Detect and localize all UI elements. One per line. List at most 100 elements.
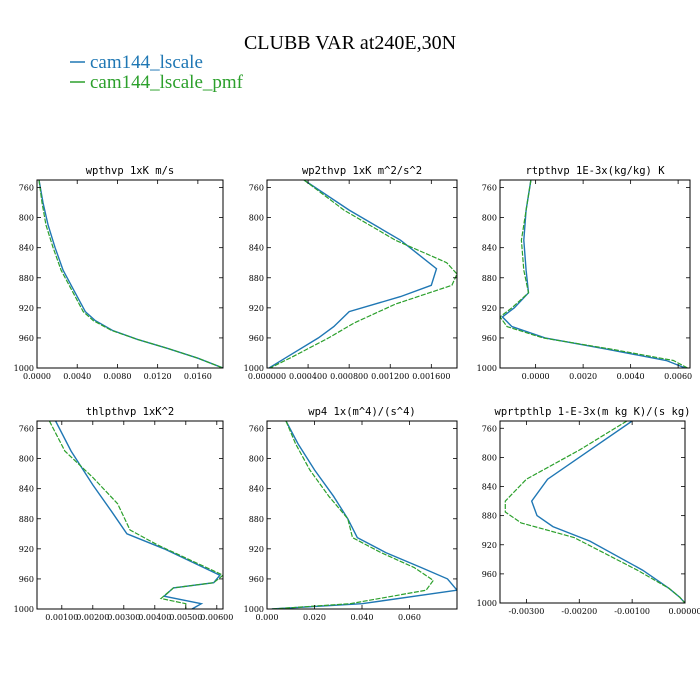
x-tick-label: 0.020 — [303, 613, 326, 622]
x-tick-label: 0.001600 — [412, 372, 450, 381]
series-line-lscale-pmf — [271, 421, 435, 609]
panel-5: wp4 1x(m^4)/(s^4)76080084088092096010000… — [244, 406, 458, 622]
y-tick-label: 840 — [482, 244, 497, 253]
x-tick-label: 0.00600 — [200, 613, 233, 622]
y-tick-label: 960 — [482, 334, 497, 343]
y-tick-label: 840 — [249, 244, 264, 253]
y-tick-label: 800 — [482, 453, 497, 462]
y-tick-label: 960 — [19, 334, 34, 343]
y-tick-label: 880 — [249, 274, 264, 283]
y-tick-label: 840 — [482, 483, 497, 492]
x-tick-label: 0.0040 — [617, 372, 645, 381]
panel-1: wpthvp 1xK m/s76080084088092096010000.00… — [14, 165, 224, 381]
y-tick-label: 1000 — [14, 605, 34, 614]
series-line-lscale-pmf — [269, 180, 457, 368]
y-tick-label: 1000 — [477, 364, 497, 373]
x-tick-label: -0.00200 — [561, 607, 597, 616]
panel-6: wprtpthlp 1-E-3x(m kg K)/(s kg) 760 800 840… — [477, 406, 700, 616]
x-tick-label: 0.00300 — [107, 613, 140, 622]
x-tick-label: 0.0160 — [184, 372, 212, 381]
y-tick-label: 880 — [19, 274, 34, 283]
legend-label-lscale-pmf: cam144_lscale_pmf — [90, 72, 244, 93]
x-tick-label: -0.00100 — [614, 607, 650, 616]
plot-frame — [266, 179, 458, 369]
series-line-lscale — [54, 421, 222, 609]
x-tick-label: 0.0060 — [664, 372, 692, 381]
plot-frame — [36, 179, 224, 369]
y-tick-label: 760 — [482, 424, 497, 433]
y-tick-label: 760 — [249, 425, 264, 434]
panel-title: wprtpthlp 1-E-3x(m kg K)/(s kg) — [495, 406, 691, 418]
series-line-lscale — [501, 180, 686, 368]
y-tick-label: 960 — [249, 334, 264, 343]
panel-title: wpthvp 1xK m/s — [86, 165, 175, 177]
y-tick-label: 880 — [482, 512, 497, 521]
y-tick-label: 960 — [19, 575, 34, 584]
panel-title: rtpthvp 1E-3x(kg/kg) K — [525, 165, 665, 177]
x-tick-label: 0.000000 — [248, 372, 286, 381]
panel-title: thlpthvp 1xK^2 — [86, 406, 175, 418]
legend-label-lscale: cam144_lscale — [90, 52, 203, 73]
x-tick-label: 0.001200 — [371, 372, 409, 381]
panel-title: wp2thvp 1xK m^2/s^2 — [302, 165, 422, 177]
series-line-lscale — [38, 180, 223, 368]
y-tick-label: 920 — [19, 304, 34, 313]
y-tick-label: 840 — [19, 244, 34, 253]
y-tick-label: 960 — [482, 570, 497, 579]
series-line-lscale — [530, 421, 685, 603]
x-tick-label: 0.00500 — [169, 613, 202, 622]
y-tick-label: 880 — [249, 515, 264, 524]
x-tick-label: 0.00000 — [668, 607, 700, 616]
y-tick-label: 800 — [249, 455, 264, 464]
plot-frame — [36, 420, 224, 610]
x-tick-label: 0.000 — [256, 613, 279, 622]
y-tick-label: 1000 — [244, 364, 264, 373]
y-tick-label: 800 — [19, 455, 34, 464]
y-tick-label: 920 — [482, 304, 497, 313]
plot-frame — [266, 420, 458, 610]
series-line-lscale-pmf — [48, 421, 223, 609]
y-tick-label: 760 — [249, 184, 264, 193]
plot-frame — [499, 179, 691, 369]
y-tick-label: 760 — [482, 184, 497, 193]
series-line-lscale-pmf — [500, 180, 688, 368]
series-line-lscale — [268, 180, 438, 368]
y-tick-label: 880 — [19, 515, 34, 524]
y-tick-label: 840 — [249, 485, 264, 494]
y-tick-label: 920 — [249, 545, 264, 554]
y-tick-label: 960 — [249, 575, 264, 584]
x-tick-label: 0.0080 — [103, 372, 131, 381]
y-tick-label: 920 — [19, 545, 34, 554]
panel-4: thlpthvp 1xK^2 760 800 840 880 920 960 1000 0.00… — [14, 406, 234, 622]
legend: cam144_lscale cam144_lscale_pmf — [70, 52, 244, 93]
figure-title: CLUBB VAR at240E,30N — [244, 32, 456, 54]
series-line-lscale — [271, 421, 457, 609]
x-tick-label: 0.0000 — [522, 372, 550, 381]
series-line-lscale-pmf — [504, 421, 685, 603]
x-tick-label: 0.060 — [398, 613, 421, 622]
x-tick-label: 0.0120 — [144, 372, 172, 381]
series-line-lscale-pmf — [38, 180, 223, 368]
x-tick-label: 0.000400 — [289, 372, 327, 381]
y-tick-label: 840 — [19, 485, 34, 494]
panels: wpthvp 1xK m/s76080084088092096010000.00… — [14, 165, 700, 622]
x-tick-label: -0.00300 — [509, 607, 545, 616]
plot-frame — [499, 420, 686, 604]
y-tick-label: 1000 — [14, 364, 34, 373]
y-tick-label: 760 — [19, 425, 34, 434]
y-tick-label: 800 — [482, 214, 497, 223]
y-tick-label: 1000 — [244, 605, 264, 614]
x-tick-label: 0.00100 — [45, 613, 78, 622]
y-tick-label: 920 — [249, 304, 264, 313]
y-tick-label: 800 — [249, 214, 264, 223]
y-tick-label: 760 — [19, 184, 34, 193]
x-tick-label: 0.00400 — [138, 613, 171, 622]
x-tick-label: 0.040 — [351, 613, 374, 622]
y-tick-label: 1000 — [477, 599, 497, 608]
x-tick-label: 0.0040 — [63, 372, 91, 381]
y-tick-label: 800 — [19, 214, 34, 223]
x-tick-label: 0.0020 — [569, 372, 597, 381]
x-tick-label: 0.0000 — [23, 372, 51, 381]
y-tick-label: 880 — [482, 274, 497, 283]
